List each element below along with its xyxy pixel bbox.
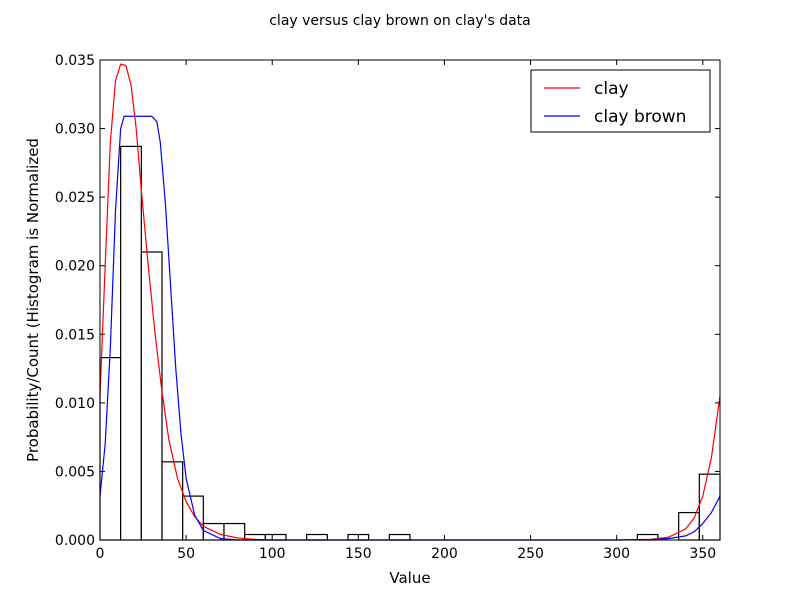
histogram-bars: [99, 145, 721, 541]
y-tick-label: 0.030: [55, 122, 95, 138]
x-tick-label: 200: [431, 546, 458, 562]
histogram-bar: [306, 533, 328, 541]
histogram-bar: [161, 461, 184, 541]
y-axis-label: Probability/Count (Histogram is Normaliz…: [24, 138, 42, 462]
series-line-clay-brown: [99, 115, 721, 541]
histogram-bar: [698, 473, 721, 541]
chart-title: clay versus clay brown on clay's data: [269, 13, 531, 29]
x-tick-label: 100: [259, 546, 286, 562]
x-tick-label: 150: [345, 546, 372, 562]
y-tick-label: 0.025: [55, 190, 95, 206]
x-tick-label: 350: [689, 546, 716, 562]
x-tick-label: 300: [603, 546, 630, 562]
y-tick-label: 0.035: [55, 53, 95, 69]
x-axis-label: Value: [389, 569, 430, 587]
histogram-bar: [388, 533, 411, 541]
y-tick-label: 0.005: [55, 464, 95, 480]
legend-label: clay brown: [594, 107, 686, 127]
histogram-bar: [99, 357, 122, 541]
y-tick-label: 0.015: [55, 327, 95, 343]
y-tick-label: 0.000: [55, 533, 95, 549]
legend-box: [530, 69, 711, 133]
axes: 0 50 100 150 200 250 300 350 0.000 0.005 0.010 0.01…: [55, 53, 721, 562]
histogram-bar: [264, 533, 287, 541]
plot-frame: [99, 59, 721, 541]
density-curves: [99, 63, 721, 541]
x-tick-label: 0: [96, 546, 105, 562]
y-tick-label: 0.020: [55, 259, 95, 275]
legend: clay clay brown: [530, 69, 711, 133]
series-line-clay: [99, 63, 721, 541]
histogram-bar: [182, 495, 204, 541]
x-tick-label: 50: [177, 546, 195, 562]
histogram-bar: [120, 145, 142, 541]
x-tick-label: 250: [517, 546, 544, 562]
legend-label: clay: [594, 79, 629, 99]
y-tick-label: 0.010: [55, 396, 95, 412]
